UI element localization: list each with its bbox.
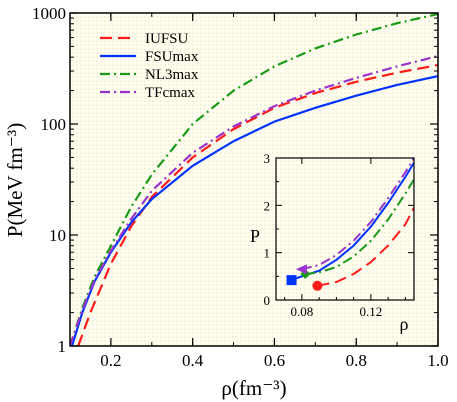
y-tick-label: 100 — [41, 115, 67, 134]
inset-series-line-nl3max — [305, 178, 414, 275]
inset-marker-fsumax — [286, 275, 297, 286]
inset-markers — [286, 264, 323, 291]
legend-label-tfcmax: TFcmax — [145, 85, 195, 101]
inset-x-tick-label: 0.12 — [360, 304, 383, 319]
legend-label-iufsu: IUFSU — [145, 31, 189, 47]
inset-marker-tfcmax — [295, 264, 307, 275]
y-tick-label: 1000 — [32, 4, 66, 23]
x-tick-label: 0.8 — [346, 351, 367, 370]
inset-y-tick-label: 3 — [264, 151, 271, 166]
inset-y-axis-title: P — [250, 226, 260, 246]
series-line-nl3max — [70, 13, 438, 346]
main-curves — [70, 13, 438, 346]
x-tick-label: 0.2 — [100, 351, 121, 370]
legend-label-nl3max: NL3max — [145, 67, 199, 83]
main-plot-frame — [69, 12, 439, 347]
inset-curves — [291, 158, 414, 287]
y-axis-title: P(MeV fm⁻³) — [3, 123, 27, 237]
x-tick-label: 0.4 — [182, 351, 204, 370]
x-tick-label: 1.0 — [427, 351, 448, 370]
inset-series-line-iufsu — [317, 207, 414, 287]
legend-label-fsumax: FSUmax — [145, 49, 199, 65]
inset-marker-iufsu — [312, 280, 323, 291]
inset-plot-frame — [275, 157, 415, 301]
x-axis-title: ρ(fm⁻³) — [221, 376, 286, 400]
x-tick-label: 0.6 — [264, 351, 285, 370]
inset-series-line-tfcmax — [301, 158, 414, 271]
inset-y-tick-label: 2 — [264, 198, 271, 213]
series-line-iufsu — [77, 63, 438, 346]
legend: IUFSU FSUmax NL3max TFcmax — [100, 31, 199, 101]
inset-y-tick-label: 0 — [264, 293, 271, 308]
y-tick-label: 1 — [58, 337, 67, 356]
inset-y-tick-label: 1 — [264, 246, 271, 261]
inset-x-axis-title: ρ — [400, 314, 409, 334]
y-tick-label: 10 — [49, 226, 66, 245]
inset-x-tick-label: 0.08 — [291, 304, 314, 319]
